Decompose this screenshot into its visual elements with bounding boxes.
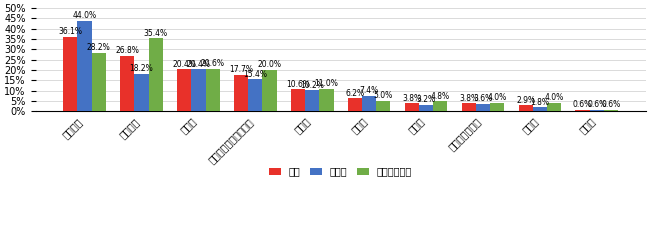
Text: 26.8%: 26.8%	[115, 46, 139, 55]
Bar	[362, 96, 376, 111]
Text: 2.9%: 2.9%	[516, 96, 535, 105]
Text: 36.1%: 36.1%	[58, 27, 83, 36]
Text: 4.0%: 4.0%	[488, 93, 507, 102]
Bar	[433, 101, 447, 111]
Bar	[135, 74, 149, 111]
Bar	[149, 38, 163, 111]
Bar	[305, 90, 319, 111]
Text: 18.2%: 18.2%	[129, 64, 153, 73]
Text: 3.8%: 3.8%	[459, 94, 478, 103]
Text: 35.4%: 35.4%	[144, 29, 168, 38]
Bar	[490, 103, 504, 111]
Text: 0.6%: 0.6%	[573, 100, 592, 109]
Text: 10.2%: 10.2%	[300, 81, 324, 90]
Bar	[248, 79, 263, 111]
Text: 11.0%: 11.0%	[315, 79, 339, 88]
Text: 20.0%: 20.0%	[257, 60, 281, 69]
Bar	[319, 89, 333, 111]
Text: 20.4%: 20.4%	[187, 60, 211, 68]
Bar	[92, 53, 106, 111]
Text: 4.8%: 4.8%	[431, 92, 450, 101]
Bar	[590, 110, 604, 111]
Bar	[519, 105, 533, 111]
Text: 4.0%: 4.0%	[545, 93, 564, 102]
Bar	[205, 69, 220, 111]
Bar	[476, 104, 490, 111]
Bar	[376, 101, 391, 111]
Text: 28.2%: 28.2%	[87, 43, 111, 53]
Text: 17.7%: 17.7%	[229, 65, 253, 74]
Text: 1.8%: 1.8%	[530, 98, 549, 107]
Bar	[177, 69, 191, 111]
Text: 7.4%: 7.4%	[359, 86, 379, 95]
Bar	[533, 107, 547, 111]
Bar	[462, 103, 476, 111]
Bar	[291, 89, 305, 111]
Legend: 全体, 親世代, 送り出す世代: 全体, 親世代, 送り出す世代	[266, 163, 416, 181]
Bar	[191, 69, 205, 111]
Text: 5.0%: 5.0%	[374, 91, 393, 100]
Text: 20.6%: 20.6%	[201, 59, 225, 68]
Text: 3.8%: 3.8%	[402, 94, 421, 103]
Bar	[234, 75, 248, 111]
Text: 3.2%: 3.2%	[417, 95, 436, 104]
Text: 20.4%: 20.4%	[172, 60, 196, 68]
Bar	[120, 56, 135, 111]
Text: 15.4%: 15.4%	[243, 70, 267, 79]
Text: 10.6%: 10.6%	[286, 80, 310, 89]
Bar	[77, 21, 92, 111]
Text: 3.6%: 3.6%	[473, 94, 493, 103]
Text: 44.0%: 44.0%	[73, 11, 97, 20]
Text: 6.2%: 6.2%	[345, 89, 365, 98]
Bar	[263, 70, 277, 111]
Bar	[419, 105, 433, 111]
Bar	[604, 110, 618, 111]
Bar	[63, 37, 77, 111]
Bar	[348, 98, 362, 111]
Bar	[405, 103, 419, 111]
Text: 0.6%: 0.6%	[601, 100, 621, 109]
Bar	[575, 110, 590, 111]
Text: 0.6%: 0.6%	[587, 100, 606, 109]
Bar	[547, 103, 561, 111]
